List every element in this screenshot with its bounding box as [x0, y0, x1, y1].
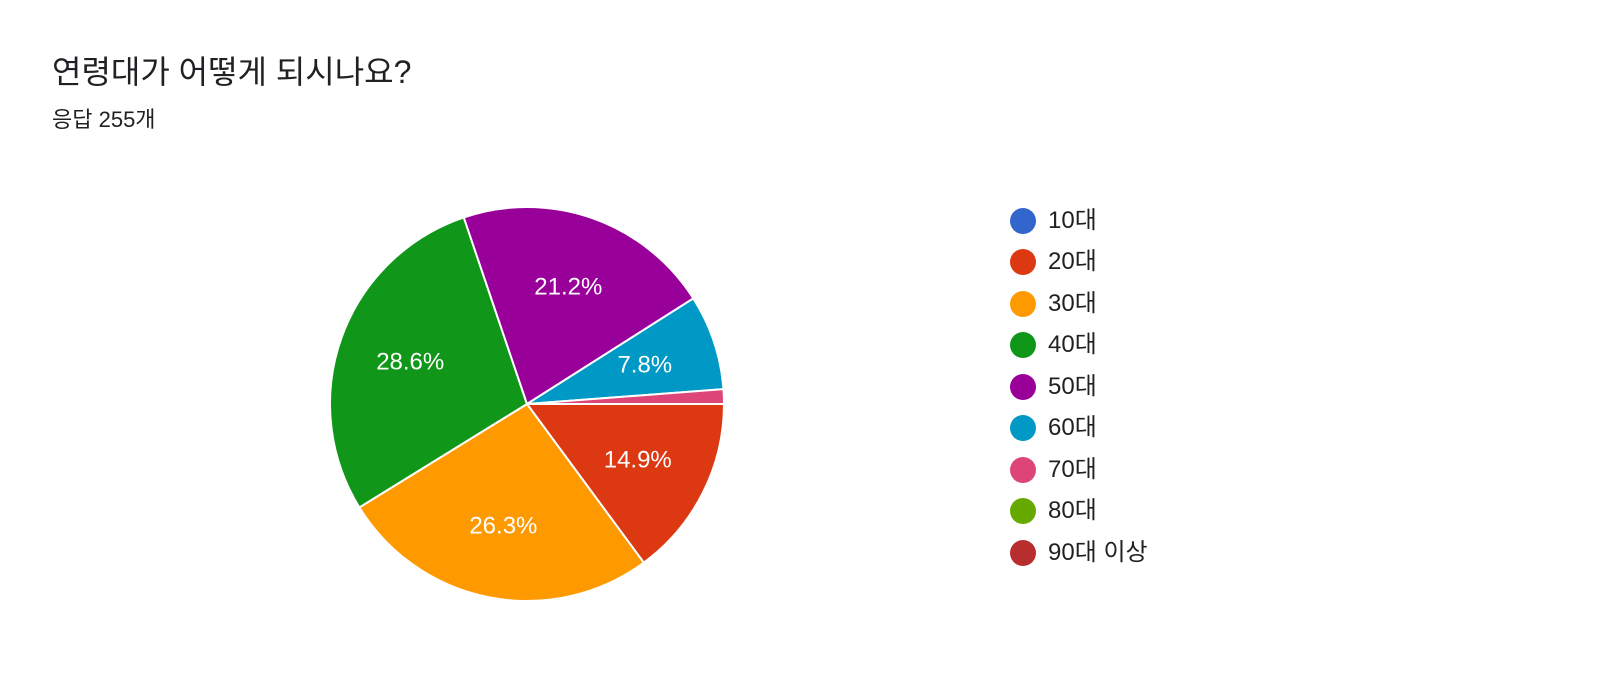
legend-swatch-icon — [1010, 456, 1036, 483]
slice-percent-label: 21.2% — [534, 273, 602, 300]
pie-slice-6[interactable] — [526, 297, 725, 405]
legend-item[interactable]: 50대 — [1010, 366, 1148, 408]
slice-percent-label: 26.3% — [469, 512, 537, 539]
pie-slice-7[interactable] — [526, 388, 726, 405]
legend-item[interactable]: 40대 — [1010, 325, 1148, 367]
legend-item[interactable]: 10대 — [1010, 200, 1148, 242]
legend-label: 60대 — [1048, 414, 1097, 442]
legend-swatch-icon — [1010, 249, 1036, 276]
legend-label: 80대 — [1048, 497, 1097, 525]
slice-percent-label: 7.8% — [617, 351, 672, 378]
legend-swatch-icon — [1010, 373, 1036, 400]
chart-title: 연령대가 어떻게 되시나요? — [52, 54, 412, 90]
legend-label: 20대 — [1048, 248, 1097, 276]
pie-slice-4[interactable] — [329, 216, 529, 509]
slice-percent-label: 14.9% — [604, 446, 672, 473]
legend-label: 90대 이상 — [1048, 538, 1148, 566]
legend-swatch-icon — [1010, 207, 1036, 234]
slice-percent-label: 28.6% — [376, 348, 444, 375]
legend-item[interactable]: 80대 — [1010, 491, 1148, 533]
legend-label: 50대 — [1048, 372, 1097, 400]
legend: 10대 20대 30대 40대 50대 60대 70대 80대 90대 이상 — [1010, 200, 1148, 574]
legend-label: 10대 — [1048, 206, 1097, 234]
legend-swatch-icon — [1010, 290, 1036, 317]
pie-slice-5[interactable] — [462, 206, 695, 406]
legend-item[interactable]: 30대 — [1010, 283, 1148, 325]
legend-label: 70대 — [1048, 455, 1097, 483]
legend-swatch-icon — [1010, 332, 1036, 359]
legend-label: 40대 — [1048, 331, 1097, 359]
legend-item[interactable]: 90대 이상 — [1010, 532, 1148, 574]
legend-item[interactable]: 70대 — [1010, 449, 1148, 491]
pie-chart: 14.9% 26.3% 28.6% 21.2% 7.8% — [329, 206, 726, 602]
pie-slice-2[interactable] — [525, 403, 726, 565]
response-count: 응답 255개 — [52, 107, 156, 132]
legend-item[interactable]: 20대 — [1010, 242, 1148, 284]
legend-label: 30대 — [1048, 289, 1097, 317]
legend-swatch-icon — [1010, 498, 1036, 525]
pie-slice-3[interactable] — [357, 402, 646, 602]
legend-swatch-icon — [1010, 539, 1036, 566]
legend-item[interactable]: 60대 — [1010, 408, 1148, 450]
legend-swatch-icon — [1010, 415, 1036, 442]
